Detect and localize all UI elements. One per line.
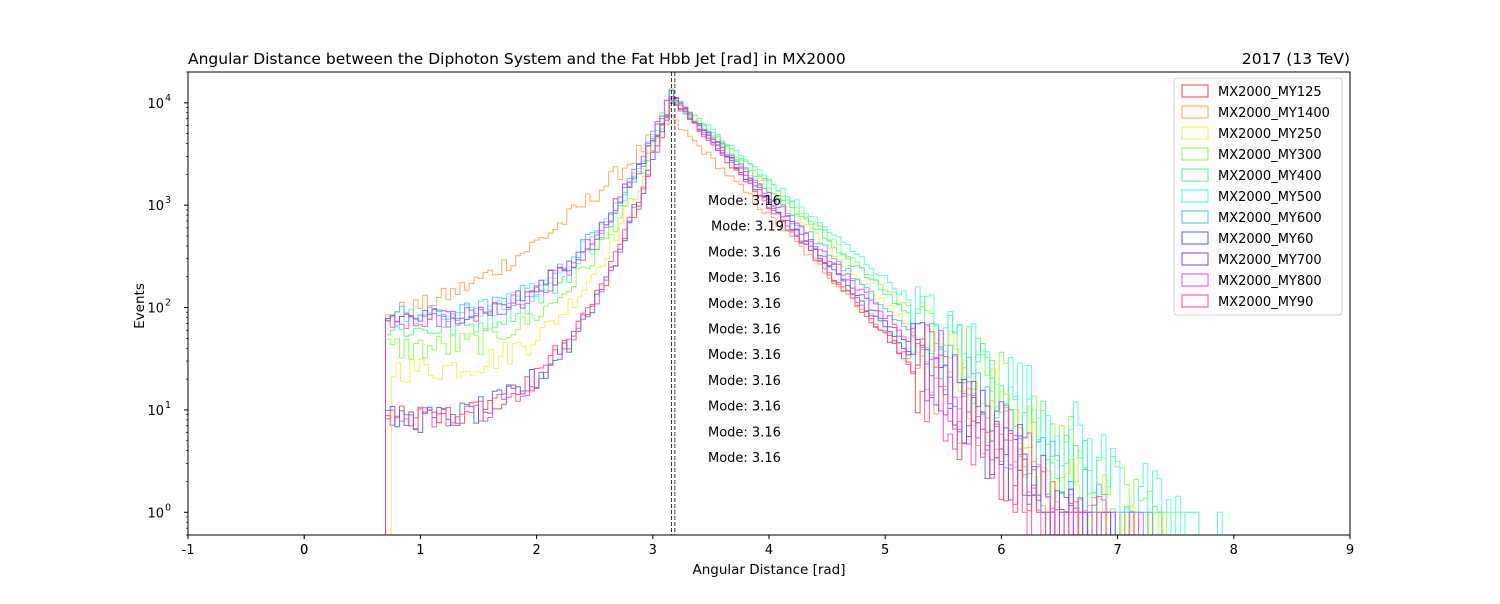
legend-label: MX2000_MY1400: [1218, 106, 1330, 121]
x-tick-label: -1: [182, 543, 195, 558]
legend-swatch: [1181, 294, 1209, 308]
mode-label: Mode: 3.16: [708, 374, 781, 389]
histogram-series-MX2000_MY500: [385, 101, 1223, 536]
mode-label: Mode: 3.19: [711, 220, 784, 235]
legend-swatch: [1181, 147, 1209, 161]
mode-label: Mode: 3.16: [708, 451, 781, 466]
histogram-series-MX2000_MY90: [385, 96, 1107, 536]
x-tick-label: 0: [300, 543, 308, 558]
x-tick-label: 3: [649, 543, 657, 558]
legend-label: MX2000_MY60: [1218, 232, 1313, 247]
y-tick-label-exp: 0: [165, 502, 171, 513]
legend-swatch: [1181, 105, 1209, 119]
legend-swatch: [1181, 231, 1209, 245]
legend-label: MX2000_MY300: [1218, 148, 1322, 163]
legend-label: MX2000_MY90: [1218, 295, 1313, 310]
legend-swatch: [1181, 210, 1209, 224]
x-tick-label: 2: [532, 543, 540, 558]
mode-label: Mode: 3.16: [708, 323, 781, 338]
legend-label: MX2000_MY600: [1218, 211, 1322, 226]
y-tick-label-exp: 1: [165, 400, 171, 411]
x-tick-label: 9: [1346, 543, 1354, 558]
chart-title: Angular Distance between the Diphoton Sy…: [188, 50, 846, 68]
y-tick-label-base: 10: [147, 506, 164, 521]
legend-swatch: [1181, 252, 1209, 266]
mode-label: Mode: 3.16: [708, 271, 781, 286]
mode-label: Mode: 3.16: [708, 194, 781, 209]
histogram-series-MX2000_MY300: [385, 88, 1200, 536]
x-tick-label: 0: [300, 543, 308, 558]
plot-area: Mode: 3.16 Mode: 3.19 Mode: 3.16 Mode: 3.16…: [385, 72, 1223, 536]
y-tick-label-exp: 4: [165, 93, 171, 104]
legend-label: MX2000_MY700: [1218, 253, 1322, 268]
mode-label: Mode: 3.16: [708, 400, 781, 415]
legend-label: MX2000_MY400: [1218, 169, 1322, 184]
legend-swatch: [1181, 168, 1209, 182]
x-tick-label: 5: [881, 543, 889, 558]
y-tick-label-base: 10: [147, 97, 164, 112]
legend-swatch: [1181, 189, 1209, 203]
legend-label: MX2000_MY500: [1218, 190, 1322, 205]
y-tick-label-exp: 2: [165, 298, 171, 309]
legend-label: MX2000_MY125: [1218, 85, 1322, 100]
legend-swatch: [1181, 84, 1209, 98]
histogram-series-MX2000_MY250: [390, 102, 1168, 536]
x-tick-label: 4: [765, 543, 773, 558]
y-tick-label-base: 10: [147, 199, 164, 214]
histogram-series-MX2000_MY400: [385, 96, 1190, 536]
mode-label: Mode: 3.16: [708, 297, 781, 312]
histogram-series-MX2000_MY800: [385, 97, 1144, 536]
x-axis-label: Angular Distance [rad]: [692, 562, 845, 578]
histogram-series-MX2000_MY60: [385, 89, 1120, 536]
mode-label: Mode: 3.16: [708, 348, 781, 363]
legend-label: MX2000_MY800: [1218, 274, 1322, 289]
x-tick-label: 7: [1113, 543, 1121, 558]
y-tick-label-base: 10: [147, 302, 164, 317]
histogram-series-MX2000_MY600: [385, 100, 1153, 536]
mode-label: Mode: 3.16: [708, 425, 781, 440]
x-tick-label: 6: [997, 543, 1005, 558]
y-tick-label-exp: 3: [165, 195, 171, 206]
legend-box: [1173, 77, 1343, 316]
legend: MX2000_MY125 MX2000_MY1400 MX2000_MY250 MX2…: [1173, 77, 1343, 316]
chart-title-right: 2017 (13 TeV): [1242, 50, 1350, 68]
x-tick-label: 8: [1230, 543, 1238, 558]
legend-swatch: [1181, 126, 1209, 140]
histogram-series-MX2000_MY125: [385, 99, 1106, 536]
x-tick-label: 1: [416, 543, 424, 558]
y-axis-label: Events: [132, 283, 148, 329]
mode-label: Mode: 3.16: [708, 245, 781, 260]
legend-label: MX2000_MY250: [1218, 127, 1322, 142]
legend-swatch: [1181, 273, 1209, 287]
y-tick-label-base: 10: [147, 404, 164, 419]
